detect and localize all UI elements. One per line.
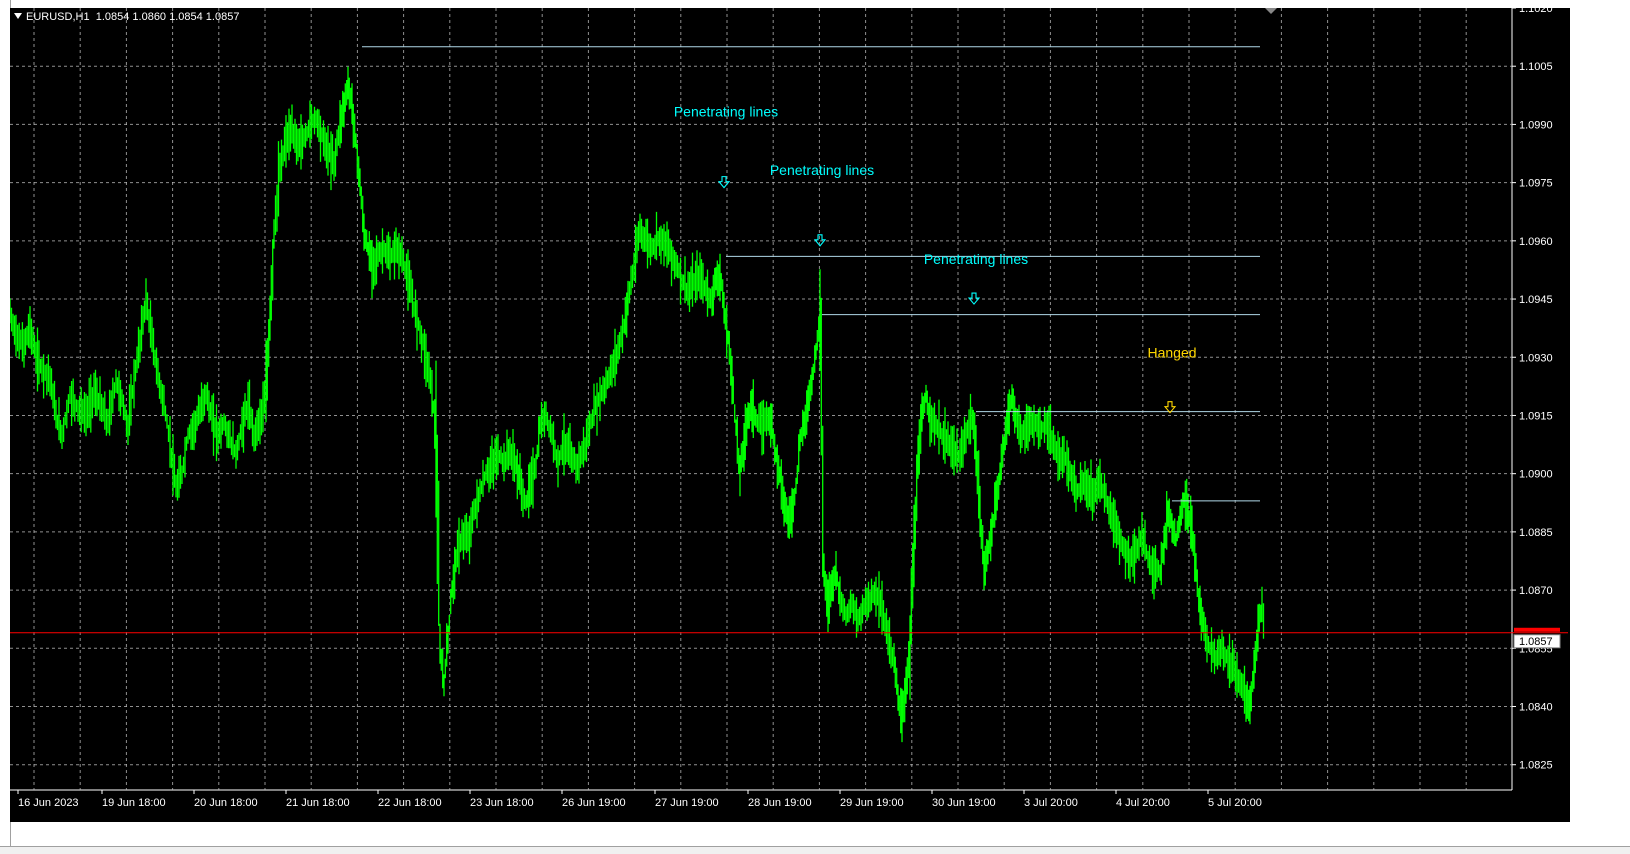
y-tick-label: 1.0825 [1519,760,1553,772]
y-tick-label: 1.0945 [1519,294,1553,306]
x-tick-label: 20 Jun 18:00 [194,797,258,809]
x-tick-label: 21 Jun 18:00 [286,797,350,809]
x-tick-label: 23 Jun 18:00 [470,797,534,809]
x-tick-label: 27 Jun 19:00 [655,797,719,809]
down-arrow-icon [717,176,731,189]
current-price-box [1513,634,1561,649]
pattern-label: Penetrating lines [674,104,778,120]
bottom-tab-strip [0,846,1630,854]
y-tick-label: 1.0885 [1519,527,1553,539]
y-tick-label: 1.0960 [1519,236,1553,248]
current-price-label: 1.0857 [1519,636,1553,648]
y-tick-label: 1.0975 [1519,178,1553,190]
symbol-header: EURUSD,H1 1.0854 1.0860 1.0854 1.0857 [14,11,239,23]
pattern-label: Penetrating lines [924,251,1028,267]
bid-price-marker [1514,627,1560,632]
x-tick-label: 16 Jun 2023 [18,797,79,809]
y-tick-label: 1.0930 [1519,352,1553,364]
y-tick-label: 1.0840 [1519,702,1553,714]
y-tick-label: 1.0870 [1519,585,1553,597]
price-axis-bg [1512,8,1570,822]
x-tick-label: 5 Jul 20:00 [1208,797,1262,809]
chart-plot-area[interactable]: 1.1020 1.1005 1.0990 1.0975 1.0960 1.0945 1.09… [10,8,1570,822]
price-chart[interactable]: 1.1020 1.1005 1.0990 1.0975 1.0960 1.0945 1.09… [10,8,1570,822]
symbol-name: EURUSD,H1 [26,11,90,23]
pattern-label: Penetrating lines [770,162,874,178]
pattern-label: Hanged [1147,344,1196,360]
down-arrow-icon [1163,401,1177,414]
x-tick-label: 30 Jun 19:00 [932,797,996,809]
down-arrow-icon [813,234,827,247]
ohlc-values: 1.0854 1.0860 1.0854 1.0857 [95,11,240,23]
dropdown-triangle-icon[interactable] [14,13,22,19]
x-tick-label: 19 Jun 18:00 [102,797,166,809]
chart-shift-icon [1265,8,1277,14]
price-candles [10,66,1265,743]
x-tick-label: 22 Jun 18:00 [378,797,442,809]
y-tick-label: 1.0915 [1519,410,1553,422]
x-tick-label: 29 Jun 19:00 [840,797,904,809]
x-tick-label: 28 Jun 19:00 [748,797,812,809]
down-arrow-icon [967,292,981,305]
y-tick-label: 1.1005 [1519,61,1553,73]
y-tick-label: 1.0900 [1519,469,1553,481]
x-tick-label: 4 Jul 20:00 [1116,797,1170,809]
x-tick-label: 26 Jun 19:00 [562,797,626,809]
y-tick-label: 1.0990 [1519,119,1553,131]
x-tick-label: 3 Jul 20:00 [1024,797,1078,809]
y-tick-label: 1.1020 [1519,8,1553,15]
